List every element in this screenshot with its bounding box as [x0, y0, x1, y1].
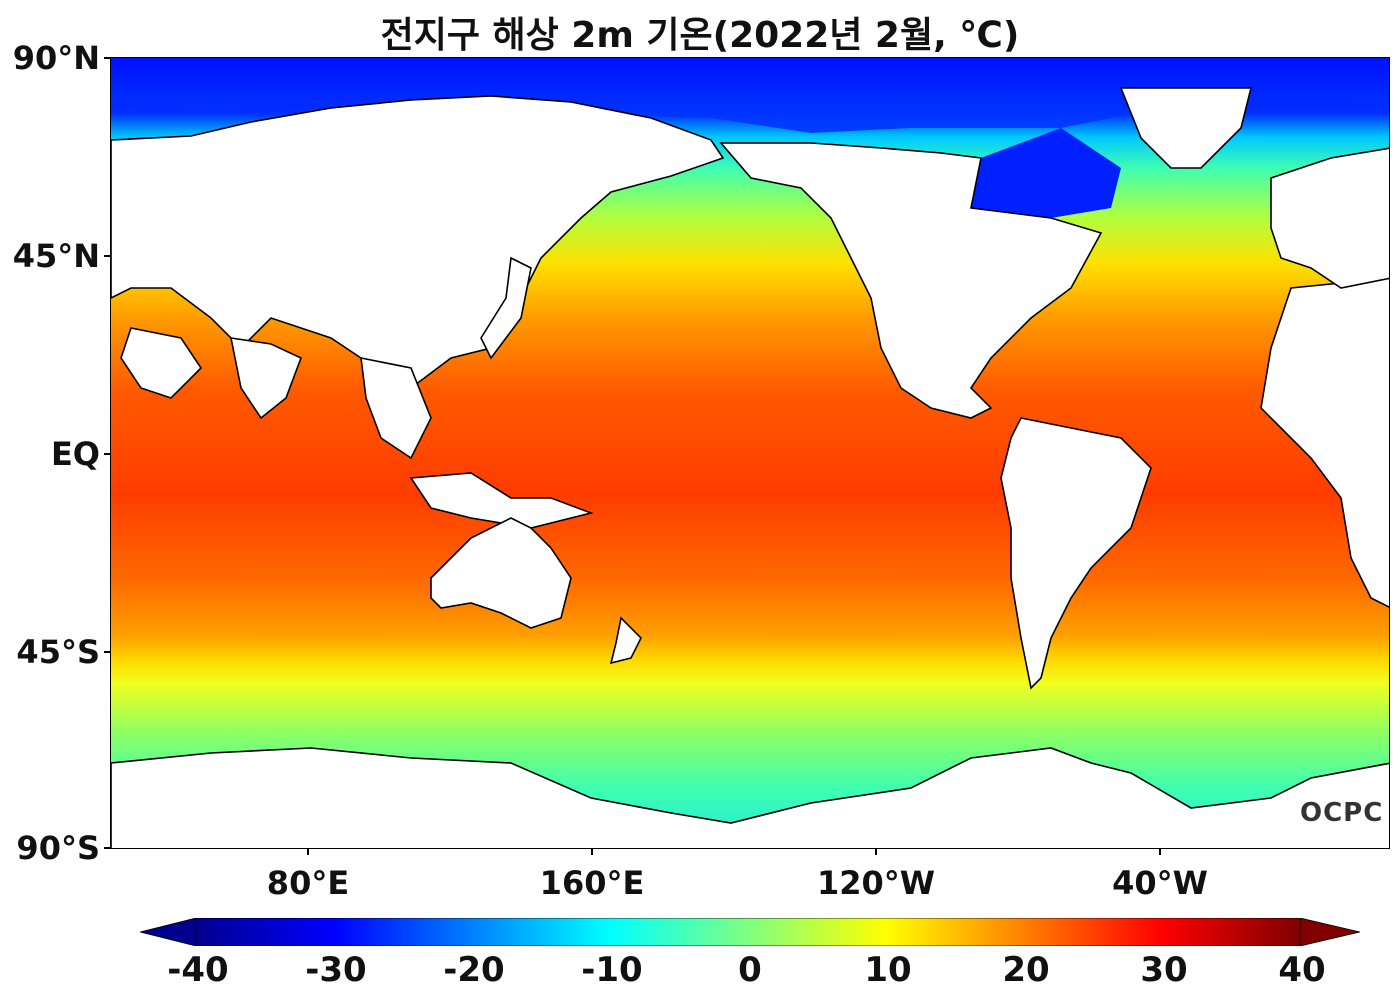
lat-label-90n: 90°N [12, 39, 100, 77]
lon-tick-40w [1159, 849, 1161, 855]
lon-tick-80e [307, 849, 309, 855]
arabia-landmass [120, 327, 203, 399]
europe-landmass [1270, 147, 1389, 289]
ocpc-logo: OCPC [1300, 798, 1384, 828]
lon-label-40w: 40°W [1112, 864, 1208, 902]
map-title: 전지구 해상 2m 기온(2022년 2월, ℃) [380, 15, 1020, 56]
australia-landmass [430, 517, 572, 629]
south-america-landmass [1000, 417, 1152, 690]
land-masses [111, 87, 1389, 848]
colorbar-extend-low [139, 917, 197, 947]
lat-tick-eq [104, 453, 110, 455]
colorbar-tick-label: -10 [581, 950, 643, 990]
north-america-landmass [719, 142, 1103, 419]
hudson-bay-cold-zone [971, 128, 1121, 218]
lat-tick-90n [104, 57, 110, 59]
indonesia-landmass [409, 472, 594, 529]
greenland-landmass [1119, 87, 1253, 169]
lat-label-45s: 45°S [16, 633, 100, 671]
colorbar-tick-label: 20 [1002, 950, 1050, 990]
colorbar-tick-label: 0 [738, 950, 762, 990]
lat-tick-45s [104, 651, 110, 653]
antarctica-landmass [111, 747, 1389, 848]
colorbar-tick-label: 10 [864, 950, 912, 990]
lon-label-120w: 120°W [816, 864, 936, 902]
lat-label-eq: EQ [50, 435, 100, 473]
india-landmass [229, 337, 303, 420]
colorbar-tick-label: -40 [167, 950, 229, 990]
lon-label-80e: 80°E [266, 864, 350, 902]
lat-tick-45n [104, 255, 110, 257]
colorbar [139, 917, 1361, 947]
lon-tick-120w [875, 849, 877, 855]
lat-tick-90s [104, 847, 110, 849]
japan-landmass [480, 256, 532, 360]
lat-label-45n: 45°N [12, 237, 100, 275]
lon-label-160e: 160°E [539, 864, 645, 902]
colorbar-extend-high [1299, 917, 1361, 947]
colorbar-tick-label: 40 [1278, 950, 1326, 990]
africa-landmass [1260, 277, 1389, 608]
map-plot-area [110, 57, 1390, 849]
colorbar-scale [195, 917, 1301, 947]
colorbar-tick-label: -30 [305, 950, 367, 990]
sea-temperature-map [111, 58, 1389, 848]
colorbar-graphic [139, 917, 1361, 947]
colorbar-tick-label: -20 [443, 950, 505, 990]
southeast-asia-landmass [360, 356, 432, 460]
lon-tick-160e [591, 849, 593, 855]
lat-label-90s: 90°S [16, 829, 100, 867]
new-zealand-landmass [609, 616, 642, 665]
colorbar-tick-label: 30 [1140, 950, 1188, 990]
